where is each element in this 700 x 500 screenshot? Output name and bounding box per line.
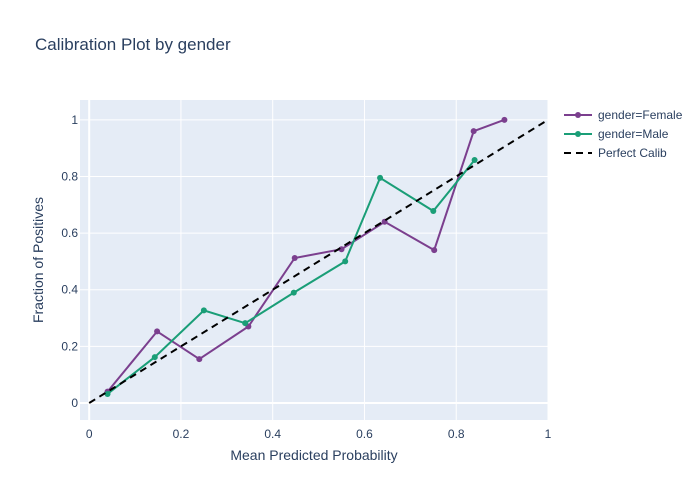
data-point: [104, 390, 111, 397]
x-tick-label: 0.4: [264, 427, 281, 441]
y-tick-label: 0.4: [61, 283, 78, 297]
data-point: [196, 356, 203, 363]
x-tick-label: 0.6: [356, 427, 373, 441]
y-axis-title: Fraction of Positives: [30, 197, 46, 323]
data-point: [151, 354, 158, 361]
data-point: [242, 320, 249, 327]
data-point: [377, 174, 384, 181]
series-perfect-calib: [88, 118, 548, 404]
x-tick-label: 0.2: [173, 427, 190, 441]
x-tick-label: 0: [86, 427, 93, 441]
legend[interactable]: gender=Female gender=Male Perfect Calib: [564, 108, 683, 160]
y-axis-ticks: 0 0.2 0.4 0.6 0.8 1: [61, 113, 78, 410]
legend-label: gender=Female: [598, 108, 683, 122]
x-tick-label: 1: [545, 427, 552, 441]
series-line: [88, 118, 548, 404]
x-tick-label: 0.8: [448, 427, 465, 441]
chart-title: Calibration Plot by gender: [35, 35, 231, 54]
legend-label: gender=Male: [598, 127, 669, 141]
x-axis-title: Mean Predicted Probability: [230, 447, 397, 463]
y-tick-label: 1: [71, 113, 78, 127]
data-point: [470, 128, 477, 135]
data-point: [291, 255, 298, 262]
y-tick-label: 0.8: [61, 169, 78, 183]
plot-area: [80, 100, 548, 420]
legend-item[interactable]: gender=Female: [564, 108, 683, 122]
series-line: [106, 118, 505, 393]
data-point: [342, 258, 349, 265]
y-tick-label: 0.6: [61, 226, 78, 240]
legend-item[interactable]: Perfect Calib: [564, 146, 667, 160]
data-point: [431, 247, 438, 254]
legend-marker: [575, 112, 581, 118]
y-tick-label: 0: [71, 396, 78, 410]
series-gender-male: [104, 157, 478, 397]
series-layer: [88, 116, 548, 404]
grid-lines: [80, 100, 549, 420]
y-tick-label: 0.2: [61, 339, 78, 353]
data-point: [471, 157, 478, 164]
data-point: [154, 328, 161, 335]
legend-marker: [575, 131, 581, 137]
data-point: [430, 208, 437, 215]
series-gender-female: [104, 116, 508, 395]
data-point: [501, 116, 508, 123]
x-axis-ticks: 0 0.2 0.4 0.6 0.8 1: [86, 427, 552, 441]
data-point: [200, 307, 207, 314]
data-point: [290, 289, 297, 296]
legend-item[interactable]: gender=Male: [564, 127, 669, 141]
legend-label: Perfect Calib: [598, 146, 667, 160]
